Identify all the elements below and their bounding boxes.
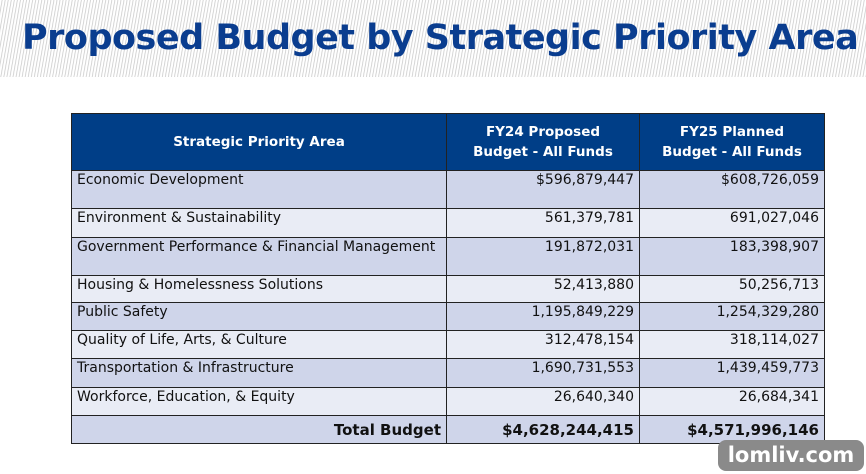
table-row: Government Performance & Financial Manag… bbox=[71, 237, 825, 276]
budget-table: Strategic Priority Area FY24 Proposed Bu… bbox=[71, 113, 825, 444]
table-row: Quality of Life, Arts, & Culture 312,478,… bbox=[71, 330, 825, 359]
cell-area: Housing & Homelessness Solutions bbox=[71, 275, 447, 303]
total-fy24: $4,628,244,415 bbox=[446, 415, 640, 444]
cell-fy24: 1,195,849,229 bbox=[446, 302, 640, 331]
cell-fy24: 52,413,880 bbox=[446, 275, 640, 303]
table-row: Housing & Homelessness Solutions 52,413,8… bbox=[71, 275, 825, 303]
cell-fy24: 312,478,154 bbox=[446, 330, 640, 359]
cell-fy25: 1,254,329,280 bbox=[639, 302, 825, 331]
cell-fy24: $596,879,447 bbox=[446, 170, 640, 209]
cell-area: Economic Development bbox=[71, 170, 447, 209]
cell-fy25: $608,726,059 bbox=[639, 170, 825, 209]
header-area: Strategic Priority Area bbox=[71, 113, 447, 171]
cell-fy25: 691,027,046 bbox=[639, 208, 825, 238]
cell-fy25: 26,684,341 bbox=[639, 387, 825, 416]
cell-area: Government Performance & Financial Manag… bbox=[71, 237, 447, 276]
table-row: Environment & Sustainability 561,379,781 6… bbox=[71, 208, 825, 238]
cell-fy25: 318,114,027 bbox=[639, 330, 825, 359]
cell-area: Public Safety bbox=[71, 302, 447, 331]
cell-area: Quality of Life, Arts, & Culture bbox=[71, 330, 447, 359]
cell-area: Environment & Sustainability bbox=[71, 208, 447, 238]
cell-fy24: 26,640,340 bbox=[446, 387, 640, 416]
cell-fy25: 1,439,459,773 bbox=[639, 358, 825, 388]
table-row: Public Safety 1,195,849,229 1,254,329,280 bbox=[71, 302, 825, 331]
cell-fy25: 50,256,713 bbox=[639, 275, 825, 303]
table-row: Transportation & Infrastructure 1,690,731… bbox=[71, 358, 825, 388]
cell-area: Transportation & Infrastructure bbox=[71, 358, 447, 388]
cell-fy25: 183,398,907 bbox=[639, 237, 825, 276]
total-row: Total Budget $4,628,244,415 $4,571,996,146 bbox=[71, 415, 825, 444]
cell-fy24: 561,379,781 bbox=[446, 208, 640, 238]
header-fy25: FY25 Planned Budget - All Funds bbox=[639, 113, 825, 171]
header-fy24-label: FY24 Proposed Budget - All Funds bbox=[473, 124, 613, 160]
total-fy25: $4,571,996,146 bbox=[639, 415, 825, 444]
total-label: Total Budget bbox=[71, 415, 447, 444]
table-row: Workforce, Education, & Equity 26,640,340… bbox=[71, 387, 825, 416]
header-fy25-label: FY25 Planned Budget - All Funds bbox=[662, 124, 802, 160]
cell-fy24: 191,872,031 bbox=[446, 237, 640, 276]
cell-area: Workforce, Education, & Equity bbox=[71, 387, 447, 416]
cell-fy24: 1,690,731,553 bbox=[446, 358, 640, 388]
header-fy24: FY24 Proposed Budget - All Funds bbox=[446, 113, 640, 171]
watermark: lomliv.com bbox=[718, 440, 864, 471]
page-title: Proposed Budget by Strategic Priority Ar… bbox=[22, 18, 859, 58]
title-band bbox=[0, 0, 866, 77]
table-header-row: Strategic Priority Area FY24 Proposed Bu… bbox=[71, 113, 825, 171]
table-row: Economic Development $596,879,447 $608,726… bbox=[71, 170, 825, 209]
